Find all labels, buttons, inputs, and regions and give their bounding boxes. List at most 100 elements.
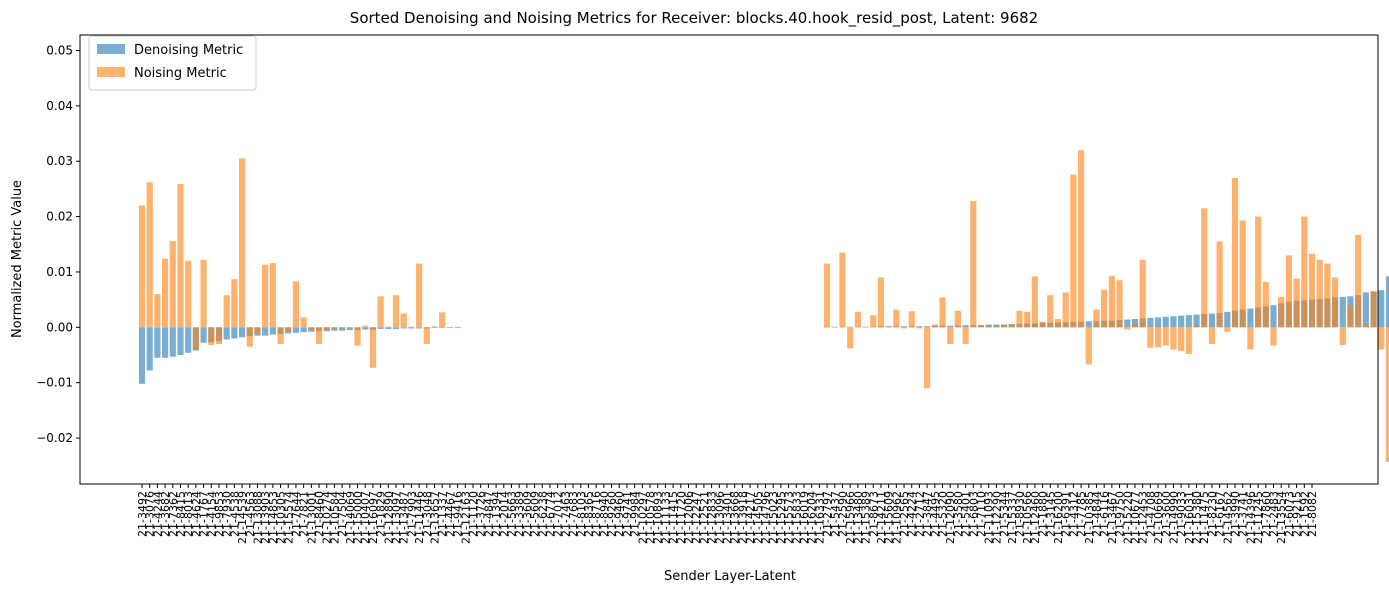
noising-bar bbox=[1278, 297, 1284, 327]
noising-bar bbox=[1170, 327, 1176, 349]
denoising-bar bbox=[1186, 315, 1192, 327]
noising-bar bbox=[1070, 175, 1076, 328]
noising-bar bbox=[824, 264, 830, 328]
denoising-bar bbox=[847, 327, 853, 328]
noising-bar bbox=[408, 327, 414, 328]
denoising-bar bbox=[1086, 321, 1092, 327]
denoising-bar bbox=[455, 327, 461, 328]
legend-label-noising: Noising Metric bbox=[134, 66, 227, 81]
denoising-bar bbox=[301, 327, 307, 332]
noising-bar bbox=[277, 327, 283, 344]
denoising-bar bbox=[1224, 312, 1230, 328]
noising-bar bbox=[1009, 325, 1015, 328]
y-tick-label: 0.04 bbox=[46, 99, 73, 113]
y-tick-label: 0.02 bbox=[46, 210, 73, 224]
denoising-bar bbox=[393, 327, 399, 329]
noising-bar bbox=[924, 327, 930, 388]
denoising-bar bbox=[924, 326, 930, 327]
noising-bar bbox=[862, 327, 868, 328]
noising-bar bbox=[431, 326, 437, 327]
denoising-bar bbox=[139, 327, 145, 383]
noising-bar bbox=[1063, 292, 1069, 327]
denoising-bar bbox=[293, 327, 299, 333]
noising-bar bbox=[1255, 217, 1261, 328]
noising-bar bbox=[947, 327, 953, 344]
noising-bar bbox=[955, 311, 961, 328]
denoising-bar bbox=[239, 327, 245, 337]
noising-bar bbox=[1317, 260, 1323, 328]
noising-bar bbox=[416, 264, 422, 328]
noising-bar bbox=[1047, 295, 1053, 327]
noising-bar bbox=[1124, 327, 1130, 329]
noising-bar bbox=[1294, 279, 1300, 328]
noising-bar bbox=[1347, 305, 1353, 327]
noising-bar bbox=[1140, 260, 1146, 328]
denoising-bar bbox=[378, 327, 384, 329]
noising-bar bbox=[177, 184, 183, 327]
legend: Denoising Metric Noising Metric bbox=[89, 36, 256, 90]
noising-bar bbox=[1217, 242, 1223, 328]
denoising-bar bbox=[177, 327, 183, 355]
noising-bar bbox=[447, 327, 453, 328]
noising-bar bbox=[455, 327, 461, 328]
noising-bar bbox=[1040, 322, 1046, 328]
noising-bar bbox=[1109, 276, 1115, 327]
legend-swatch-denoising bbox=[97, 44, 125, 54]
denoising-bar bbox=[224, 327, 230, 339]
denoising-bar bbox=[1147, 318, 1153, 327]
noising-bar bbox=[1186, 327, 1192, 354]
noising-bar bbox=[1209, 327, 1215, 344]
noising-bar bbox=[1024, 312, 1030, 328]
noising-bar bbox=[993, 326, 999, 328]
noising-bar bbox=[1093, 310, 1099, 328]
noising-bar bbox=[1324, 264, 1330, 328]
noising-bar bbox=[1101, 290, 1107, 328]
noising-bar bbox=[886, 327, 892, 328]
denoising-bar bbox=[1247, 309, 1253, 328]
noising-bar bbox=[893, 310, 899, 328]
noising-bar bbox=[970, 201, 976, 327]
x-tick-label: 21-8082 bbox=[1306, 491, 1319, 537]
noising-bar bbox=[1078, 150, 1084, 327]
noising-bar bbox=[401, 313, 407, 327]
noising-bar bbox=[963, 327, 969, 344]
denoising-bar bbox=[147, 327, 153, 370]
noising-bar bbox=[939, 297, 945, 327]
noising-bar bbox=[139, 206, 145, 328]
noising-bar bbox=[847, 327, 853, 348]
noising-bar bbox=[1240, 220, 1246, 327]
noising-bar bbox=[1086, 327, 1092, 364]
noising-bar bbox=[1055, 319, 1061, 327]
noising-bar bbox=[170, 241, 176, 327]
noising-bar bbox=[1363, 325, 1369, 328]
denoising-bar bbox=[439, 327, 445, 328]
noising-bar bbox=[1378, 327, 1384, 349]
denoising-bar bbox=[185, 327, 191, 352]
noising-bar bbox=[1332, 277, 1338, 327]
noising-bar bbox=[254, 327, 260, 334]
denoising-bar bbox=[401, 327, 407, 328]
noising-bar bbox=[1286, 255, 1292, 327]
chart-title: Sorted Denoising and Noising Metrics for… bbox=[350, 9, 1038, 28]
noising-bar bbox=[378, 296, 384, 327]
denoising-bar bbox=[1170, 316, 1176, 327]
denoising-bar bbox=[916, 326, 922, 327]
denoising-bar bbox=[901, 326, 907, 327]
noising-bar bbox=[424, 327, 430, 344]
y-tick-label: −0.01 bbox=[36, 376, 73, 390]
noising-bar bbox=[1224, 327, 1230, 331]
noising-bar bbox=[270, 263, 276, 327]
noising-bar bbox=[1301, 217, 1307, 328]
noising-bar bbox=[224, 295, 230, 327]
noising-bar bbox=[855, 312, 861, 328]
denoising-bar bbox=[408, 327, 414, 328]
legend-label-denoising: Denoising Metric bbox=[134, 43, 243, 58]
noising-bar bbox=[1340, 327, 1346, 345]
y-tick-label: 0.01 bbox=[46, 265, 73, 279]
noising-bar bbox=[1032, 276, 1038, 327]
noising-bar bbox=[185, 261, 191, 327]
noising-bar bbox=[339, 327, 345, 328]
noising-bar bbox=[316, 327, 322, 344]
noising-bar bbox=[1270, 327, 1276, 345]
